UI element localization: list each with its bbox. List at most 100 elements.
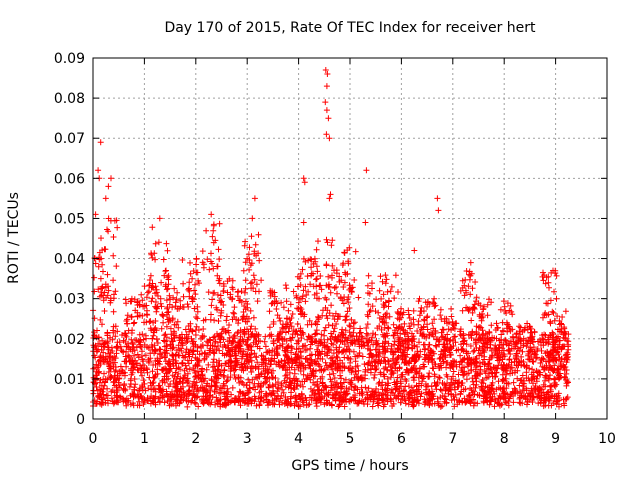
data-point	[143, 294, 150, 301]
data-point	[274, 388, 281, 395]
data-point	[262, 363, 269, 370]
data-point	[123, 300, 130, 307]
data-point	[510, 379, 517, 386]
data-point	[540, 403, 547, 410]
data-point	[252, 386, 259, 393]
data-point	[322, 67, 329, 73]
data-point	[173, 383, 180, 390]
data-point	[339, 360, 346, 366]
data-point	[139, 297, 146, 304]
data-point	[503, 362, 510, 369]
data-point	[471, 388, 477, 395]
data-point	[303, 355, 310, 362]
data-point	[457, 326, 464, 333]
data-point	[154, 357, 161, 364]
data-point	[105, 287, 112, 294]
data-point	[194, 393, 201, 400]
data-point	[473, 359, 479, 366]
data-point	[406, 395, 413, 402]
data-point	[134, 351, 141, 358]
data-point	[351, 387, 357, 394]
data-point	[450, 361, 457, 368]
data-point	[251, 333, 258, 340]
data-point	[397, 399, 404, 406]
data-point	[278, 382, 285, 389]
data-point	[263, 349, 270, 356]
data-point	[540, 366, 547, 373]
data-point	[411, 343, 418, 350]
data-point	[204, 342, 211, 349]
data-point	[352, 248, 359, 255]
x-tick-label: 8	[500, 431, 509, 447]
data-point	[486, 356, 493, 363]
data-point	[268, 361, 274, 368]
data-point	[211, 363, 218, 370]
data-point	[242, 306, 249, 313]
data-point	[121, 381, 128, 387]
data-point	[201, 385, 207, 392]
data-point	[442, 387, 449, 394]
x-tick-label: 4	[294, 431, 303, 447]
data-point	[129, 339, 136, 346]
data-point	[543, 300, 550, 307]
data-point	[473, 331, 480, 338]
data-point	[339, 367, 346, 374]
data-point	[369, 285, 375, 292]
data-point	[251, 195, 258, 202]
data-point	[274, 346, 281, 352]
data-point	[279, 386, 286, 393]
data-point	[253, 338, 260, 345]
data-point	[460, 386, 467, 393]
data-point	[278, 299, 285, 306]
data-point	[205, 289, 212, 296]
data-point	[452, 377, 459, 384]
data-point	[203, 396, 210, 403]
data-point	[247, 307, 254, 314]
data-point	[441, 381, 448, 388]
data-point	[300, 287, 307, 294]
data-point	[149, 224, 156, 231]
data-point	[131, 347, 138, 354]
data-point	[493, 386, 500, 393]
data-point	[293, 398, 300, 405]
data-point	[336, 273, 343, 280]
data-point	[113, 263, 120, 270]
data-point	[416, 353, 423, 360]
data-point	[465, 331, 472, 338]
x-tick-label: 7	[448, 431, 457, 447]
data-point	[269, 347, 276, 354]
data-point	[424, 303, 430, 310]
data-point	[376, 287, 383, 294]
data-point	[559, 314, 566, 320]
data-point	[204, 380, 211, 387]
data-point	[166, 398, 173, 404]
data-point	[463, 350, 470, 357]
data-point	[179, 359, 186, 366]
data-point	[280, 336, 286, 343]
data-point	[467, 259, 474, 266]
data-point	[563, 359, 570, 366]
data-point	[261, 373, 268, 380]
data-point	[408, 320, 415, 327]
data-point	[220, 302, 227, 308]
data-point	[426, 331, 433, 338]
data-point	[120, 385, 127, 392]
data-point	[451, 396, 458, 403]
data-point	[330, 341, 337, 348]
data-point	[558, 355, 565, 362]
data-point	[168, 335, 175, 342]
data-point	[91, 274, 98, 281]
data-point	[245, 389, 252, 396]
data-point	[153, 304, 160, 311]
data-point	[549, 392, 556, 399]
data-point	[241, 289, 248, 296]
data-point	[482, 360, 489, 367]
data-point	[280, 304, 287, 311]
data-point	[330, 350, 337, 357]
data-point	[473, 339, 480, 346]
data-point	[268, 333, 275, 340]
data-point	[326, 135, 333, 142]
data-point	[212, 338, 219, 345]
data-point	[112, 376, 119, 383]
